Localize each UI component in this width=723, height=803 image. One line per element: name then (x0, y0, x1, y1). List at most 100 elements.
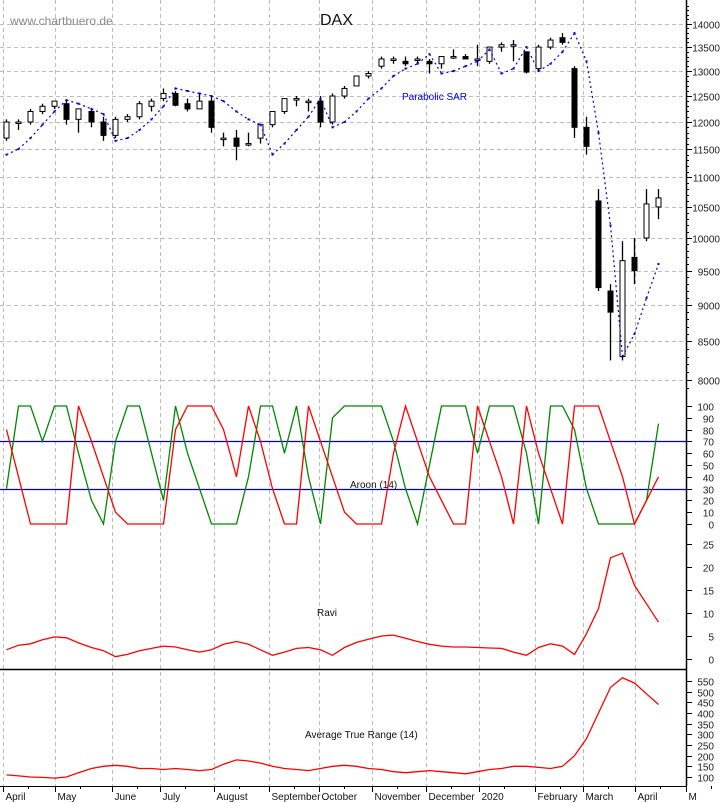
sar-segment (393, 68, 406, 77)
candle-body (402, 60, 409, 65)
y-tick-label: 350 (697, 721, 714, 732)
price-tick-label: 12000 (692, 119, 720, 130)
sar-segment (512, 46, 528, 69)
sar-segment (319, 98, 334, 128)
sar-segment (609, 225, 624, 357)
sar-segment (187, 90, 200, 95)
candle-body (414, 58, 421, 61)
x-tick-label: August (217, 792, 248, 803)
candle-body (269, 110, 276, 126)
x-tick-label: December (429, 792, 476, 803)
sar-segment (66, 99, 79, 105)
y-tick-label: 20 (703, 497, 715, 508)
x-tick-label: M (689, 792, 697, 803)
sar-segment (259, 124, 274, 155)
chart-title: DAX (320, 12, 353, 29)
candle-body (220, 137, 227, 141)
candle-body (438, 56, 445, 65)
y-tick-label: 550 (697, 678, 714, 689)
sar-point (416, 62, 419, 65)
candle-body (523, 51, 530, 73)
sar-segment (18, 137, 31, 150)
candle-body (378, 58, 385, 67)
aroon-levels (0, 440, 686, 491)
grid (0, 0, 687, 786)
candle-body (293, 98, 300, 101)
sar-segment (428, 53, 443, 74)
y-tick-label: 500 (697, 689, 714, 700)
y-tick-label: 60 (703, 450, 715, 461)
y-tick-label: 25 (703, 541, 715, 552)
sar-segment (139, 118, 152, 131)
y-tick-label: 300 (697, 731, 714, 742)
sar-segment (405, 63, 418, 70)
sar-segment (573, 32, 588, 62)
sar-segment (163, 88, 176, 107)
candle-body (160, 92, 167, 100)
sar-point (657, 262, 660, 265)
sar-segment (465, 60, 478, 67)
sar-segment (550, 51, 563, 65)
candle-body (595, 200, 602, 289)
x-tick-label: November (375, 792, 422, 803)
x-tick-label: April (638, 792, 658, 803)
sar-segment (368, 87, 382, 100)
y-tick-label: 0 (708, 521, 714, 532)
x-tick-label: July (163, 792, 181, 803)
price-tick-label: 10500 (692, 204, 720, 215)
y-tick-label: 20 (703, 564, 715, 575)
price-tick-label: 12500 (692, 93, 720, 104)
sar-segment (296, 116, 309, 131)
y-tick-label: 50 (703, 462, 715, 473)
x-tick-label: February (538, 792, 578, 803)
candle-body (341, 87, 348, 97)
candle-body (462, 56, 469, 60)
y-tick-label: 400 (697, 710, 714, 721)
candle-body (88, 110, 95, 123)
price-tick-label: 9000 (698, 302, 721, 313)
price-tick-label: 8000 (698, 377, 721, 388)
price-tick-label: 11500 (693, 146, 721, 157)
atr-label: Average True Range (14) (305, 730, 418, 741)
sar-segment (248, 118, 261, 126)
candle-body (245, 143, 252, 146)
watermark: www.chartbuero.de (9, 14, 113, 28)
y-tick-label: 200 (697, 753, 714, 764)
sar-segment (441, 70, 454, 75)
sar-segment (284, 129, 297, 144)
y-tick-label: 10 (703, 610, 715, 621)
candle-body (196, 100, 203, 110)
y-tick-label: 30 (703, 486, 715, 497)
y-tick-label: 5 (708, 633, 714, 644)
aroon-label: Aroon (14) (350, 480, 397, 491)
sar-segment (453, 65, 466, 72)
candle-body (450, 56, 457, 59)
candle-body (100, 121, 107, 136)
candle-body (148, 100, 155, 107)
candle-body (208, 100, 215, 128)
sar-segment (91, 108, 104, 115)
sar-segment (78, 103, 92, 110)
x-tick-label: April (6, 792, 26, 803)
candle-body (535, 46, 542, 70)
sar-segment (621, 333, 636, 357)
candle-body (305, 100, 312, 104)
candle-body (75, 108, 82, 120)
sar-segment (175, 87, 188, 92)
candle-body (571, 68, 578, 128)
y-tick-label: 10 (703, 509, 715, 520)
candle-body (27, 110, 34, 123)
candle-body (547, 39, 554, 48)
candle-body (619, 260, 626, 358)
y-tick-label: 15 (703, 587, 715, 598)
sar-segment (6, 148, 19, 156)
sar-segment (236, 110, 249, 120)
sar-segment (332, 121, 345, 128)
candle-body (643, 203, 650, 239)
candle-body (426, 60, 433, 65)
y-tick-label: 150 (697, 763, 714, 774)
candle-body (184, 103, 191, 110)
candle-body (257, 124, 264, 139)
candle-body (559, 37, 566, 43)
